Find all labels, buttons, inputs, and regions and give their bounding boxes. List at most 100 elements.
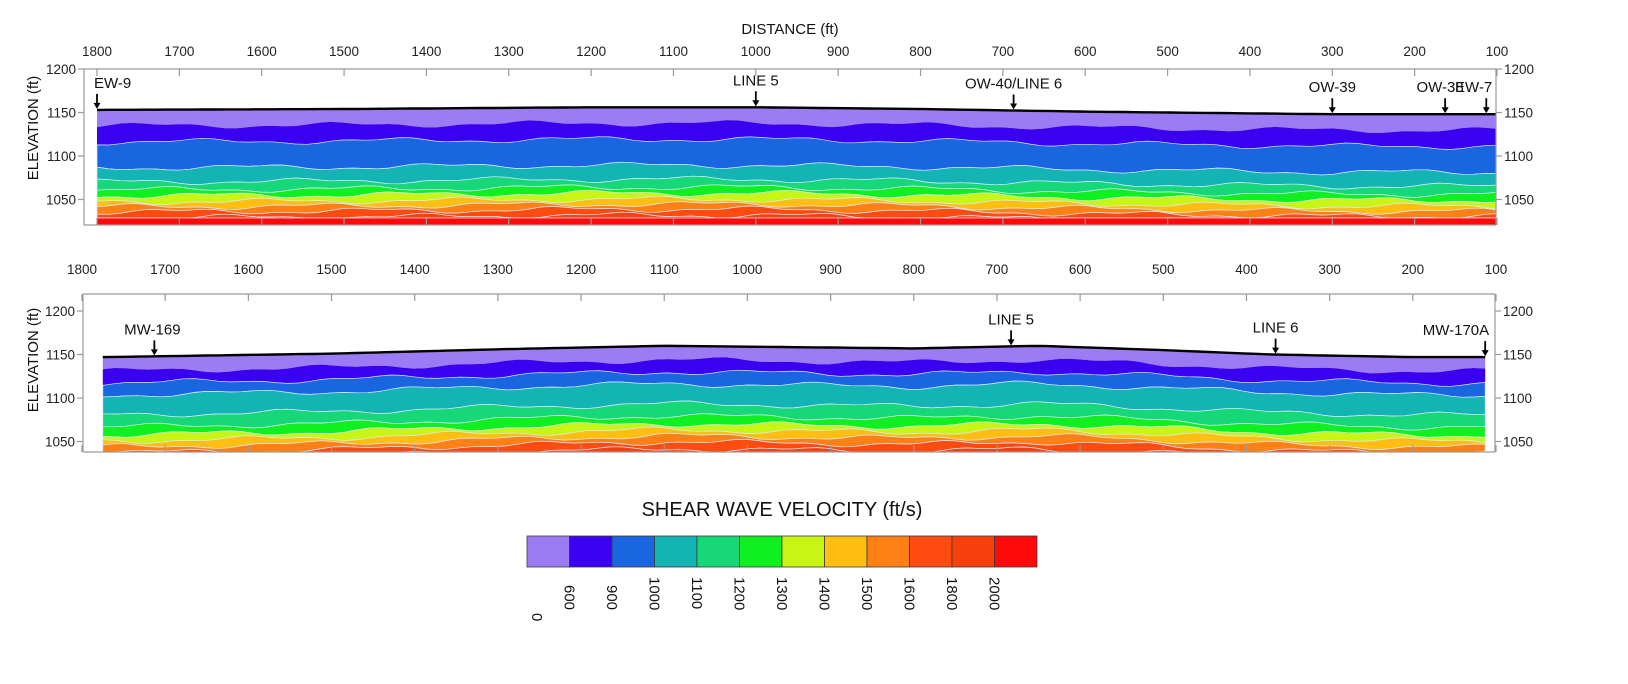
down-arrow-icon [1272,347,1280,354]
x-tick-label: 1200 [576,44,606,59]
y-tick-label-left: 1100 [47,149,76,164]
down-arrow-icon [1482,107,1490,114]
x-tick-label: 1600 [233,262,263,277]
marker-label: EW-9 [94,75,131,92]
marker-label: LINE 6 [1253,320,1299,337]
x-tick-label: 200 [1402,262,1425,277]
velocity-layer-1800 [102,446,1486,452]
x-tick-label: 400 [1235,262,1258,277]
legend-label: 900 [603,585,620,610]
x-tick-label: 1700 [164,44,194,59]
legend-label: 1500 [858,577,875,610]
x-tick-label: 200 [1403,44,1426,59]
y-tick-label-left: 1050 [45,435,75,450]
y-axis-ticks: 1200 1200 1150 1150 1100 1100 1050 1050 [46,62,1534,208]
x-tick-label: 1400 [400,262,430,277]
x-tick-label: 900 [827,44,850,59]
y-axis-title: ELEVATION (ft) [25,76,42,180]
marker-ow-38: OW-38 [1417,79,1464,114]
legend-label: 1200 [731,577,748,610]
legend-label: 1600 [901,577,918,610]
y-axis-title: ELEVATION (ft) [25,308,42,412]
x-tick-label: 1700 [150,262,180,277]
velocity-layer-2000 [102,451,1486,452]
marker-mw-169: MW-169 [124,321,181,356]
legend-cell-1100 [696,535,740,568]
x-tick-label: 1100 [659,44,688,59]
legend-title: SHEAR WAVE VELOCITY (ft/s) [642,499,923,521]
legend-label: 2000 [986,577,1003,610]
x-tick-label: 1800 [82,44,112,59]
x-tick-label: 1000 [732,262,762,277]
y-tick-label-left: 1200 [45,304,75,319]
legend-label: 1100 [688,577,705,609]
down-arrow-icon [150,349,158,356]
legend-label: 1000 [646,577,663,610]
y-axis-ticks: 1200 1200 1150 1150 1100 1100 1050 1050 [45,304,1533,450]
marker-label: EW-7 [1455,79,1492,96]
legend-cell-2000 [994,535,1038,568]
x-tick-label: 600 [1069,262,1092,277]
y-tick-label-left: 1050 [46,193,76,208]
x-tick-label: 1400 [411,44,441,59]
y-tick-label-right: 1150 [1504,106,1533,121]
velocity-legend: SHEAR WAVE VELOCITY (ft/s) 0 600 900 1000 11… [526,499,1038,621]
y-tick-label-left: 1150 [46,348,75,363]
down-arrow-icon [93,102,101,109]
x-tick-label: 500 [1152,262,1175,277]
marker-label: OW-39 [1309,79,1356,96]
down-arrow-icon [1328,107,1336,114]
down-arrow-icon [1481,350,1489,357]
bottom-profile-panel: 1800 1700 1600 1500 1400 1300 1200 1100 1000 900 8… [25,262,1533,453]
marker-mw-170a: MW-170A [1423,322,1489,357]
marker-line-6: LINE 6 [1253,320,1299,354]
x-tick-label: 300 [1318,262,1341,277]
x-tick-label: 800 [909,44,932,59]
down-arrow-icon [752,100,760,107]
legend-cell-1000 [654,535,698,568]
legend-label: 1800 [943,577,960,610]
marker-label: MW-170A [1423,322,1489,339]
legend-label: 600 [561,585,578,610]
x-axis-title: DISTANCE (ft) [741,21,838,38]
legend-label: 1300 [773,577,790,610]
x-tick-label: 1600 [247,44,277,59]
y-tick-label-left: 1200 [46,62,76,77]
plot-frame [82,293,1496,453]
x-tick-label: 900 [819,262,842,277]
velocity-layer-0 [97,107,1496,133]
x-tick-label: 1000 [741,44,771,59]
x-tick-label: 1100 [650,262,679,277]
legend-cell-900 [611,535,655,568]
y-tick-label-right: 1100 [1503,391,1532,406]
x-tick-label: 300 [1321,44,1344,59]
legend-label: 0 [528,613,545,621]
down-arrow-icon [1441,107,1449,114]
velocity-layers [96,106,1496,225]
legend-color-bar [526,535,1038,568]
y-tick-label-right: 1050 [1503,435,1533,450]
marker-label: LINE 5 [733,72,779,89]
x-tick-label: 1500 [329,44,359,59]
y-tick-label-right: 1050 [1504,193,1534,208]
y-tick-label-right: 1150 [1503,348,1532,363]
y-tick-label-right: 1200 [1503,304,1533,319]
marker-ow-39: OW-39 [1309,79,1356,114]
y-tick-label-right: 1200 [1504,62,1534,77]
x-tick-label: 800 [902,262,925,277]
y-tick-label-left: 1100 [46,391,75,406]
marker-label: MW-169 [124,321,180,338]
x-tick-label: 1200 [566,262,596,277]
marker-label: LINE 5 [988,311,1034,328]
marker-line-5: LINE 5 [988,311,1034,346]
marker-ew-7: EW-7 [1455,79,1492,114]
velocity-layer-0 [102,345,1486,374]
legend-labels: 0 600 900 1000 1100 1200 1300 1400 1500 1600 1800 2… [528,577,1003,621]
x-tick-label: 1800 [67,262,97,277]
ground-surface-line [102,344,1486,359]
x-tick-label: 700 [986,262,1009,277]
x-tick-label: 100 [1485,262,1508,277]
top-profile-panel: DISTANCE (ft) 1800 1700 1600 1500 1400 1300 12… [25,21,1534,226]
velocity-layer-600 [102,357,1486,387]
marker-ow-40-line-6: OW-40/LINE 6 [965,75,1062,110]
